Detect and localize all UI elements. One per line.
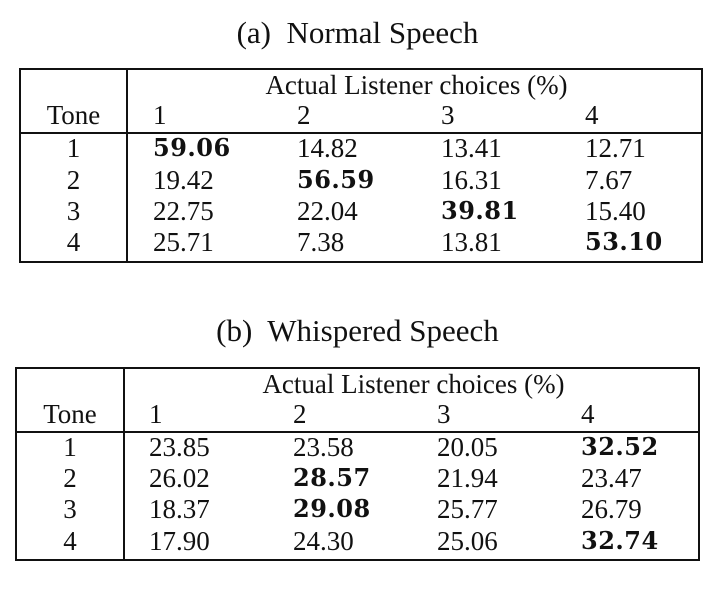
table-a-column-header: 4 [585,100,599,130]
table-b-cell: 32.74 [581,526,659,555]
table-b-tone-label: 2 [63,463,77,493]
table-a-cell: 7.67 [585,165,633,195]
table-b-cell: 25.06 [437,526,498,556]
table-a-tone-label: 2 [66,165,81,195]
table-a-tone-label: 3 [66,196,81,226]
table-a-cell: 25.71 [153,227,214,257]
table-a-caption: (a) Normal Speech [236,15,479,50]
table-a-cell: 13.41 [441,133,502,163]
table-a-column-header: 2 [297,100,311,130]
table-b-column-header: 3 [437,399,451,429]
table-a-row-header-divider [126,70,128,261]
table-b-cell: 25.77 [437,494,498,524]
table-b-tone-label: 3 [63,494,77,524]
table-a-cell: 13.81 [441,227,502,257]
table-a-group-header: Actual Listener choices (%) [265,70,568,100]
table-a-cell: 56.59 [297,165,375,194]
table-b-row-header-divider [123,369,125,559]
table-b-cell: 32.52 [581,432,659,461]
table-a-cell: 14.82 [297,133,358,163]
table-b-cell: 26.02 [149,463,210,493]
table-a-column-header: 3 [441,100,455,130]
table-b-cell: 20.05 [437,432,498,462]
table-b-group-header: Actual Listener choices (%) [262,369,565,399]
table-b-tone-label: 1 [63,432,77,462]
table-a-cell: 15.40 [585,196,646,226]
table-b-column-header: 2 [293,399,307,429]
table-a-cell: 22.75 [153,196,214,226]
table-b-cell: 29.08 [293,494,371,523]
table-a-cell: 22.04 [297,196,358,226]
table-a-column-header: 1 [153,100,167,130]
table-b-tone-label: 4 [63,526,77,556]
table-a-cell: 12.71 [585,133,646,163]
table-a-cell: 39.81 [441,196,519,225]
table-b-row-header: Tone [43,399,97,429]
table-b-caption: (b) Whispered Speech [216,313,499,348]
table-a: Actual Listener choices (%) Tone 1 2 3 4… [19,68,703,263]
table-b-cell: 23.58 [293,432,354,462]
table-b-cell: 26.79 [581,494,642,524]
table-a-row-header: Tone [46,100,101,130]
table-b-cell: 28.57 [293,463,371,492]
table-a-tone-label: 1 [66,133,81,163]
table-b-cell: 23.85 [149,432,210,462]
table-b-cell: 21.94 [437,463,498,493]
table-b: Actual Listener choices (%) Tone 1 2 3 4… [15,367,700,561]
table-a-cell: 7.38 [297,227,345,257]
table-b-cell: 24.30 [293,526,354,556]
table-a-cell: 59.06 [153,133,231,162]
table-b-header-divider [17,431,698,433]
table-a-header-divider [21,132,701,134]
table-b-cell: 18.37 [149,494,210,524]
table-b-column-header: 4 [581,399,595,429]
table-b-cell: 17.90 [149,526,210,556]
table-b-cell: 23.47 [581,463,642,493]
table-a-tone-label: 4 [66,227,81,257]
table-b-column-header: 1 [149,399,163,429]
table-a-cell: 53.10 [585,227,663,256]
table-a-cell: 19.42 [153,165,214,195]
table-a-cell: 16.31 [441,165,502,195]
